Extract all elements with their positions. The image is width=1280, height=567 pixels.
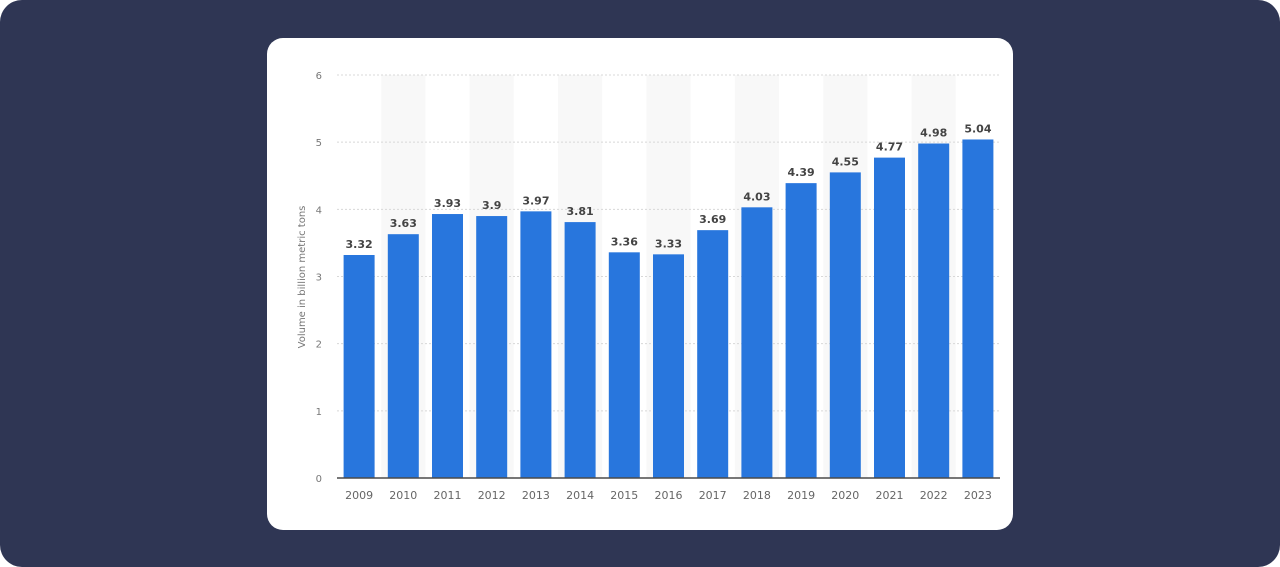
data-label: 3.97 (522, 194, 549, 207)
x-tick-label: 2021 (876, 489, 904, 502)
bar (874, 157, 905, 479)
bar (432, 214, 463, 478)
data-label: 4.98 (920, 127, 947, 140)
y-tick-label: 3 (316, 273, 322, 284)
y-tick-label: 6 (316, 71, 322, 82)
data-label: 3.63 (390, 217, 417, 230)
x-tick-label: 2022 (920, 489, 948, 502)
bar (741, 207, 773, 478)
data-label: 3.69 (699, 213, 726, 226)
data-label: 3.32 (346, 238, 373, 251)
x-tick-label: 2014 (566, 489, 594, 502)
data-label: 3.36 (611, 235, 638, 248)
x-tick-label: 2023 (964, 489, 992, 502)
bar (564, 222, 596, 478)
bar (785, 183, 817, 478)
bar (697, 230, 729, 478)
x-tick-label: 2012 (478, 489, 506, 502)
data-label: 4.03 (743, 190, 770, 203)
bar (608, 252, 640, 478)
x-tick-label: 2020 (831, 489, 859, 502)
bar (387, 234, 419, 478)
y-tick-label: 5 (316, 138, 322, 149)
data-label: 4.77 (876, 141, 903, 154)
data-label: 3.93 (434, 197, 461, 210)
x-tick-label: 2016 (655, 489, 683, 502)
data-label: 4.55 (832, 155, 859, 168)
data-label: 3.9 (482, 199, 502, 212)
x-tick-label: 2018 (743, 489, 771, 502)
y-tick-label: 4 (316, 205, 322, 216)
x-tick-label: 2019 (787, 489, 815, 502)
x-tick-label: 2017 (699, 489, 727, 502)
data-label: 3.33 (655, 237, 682, 250)
data-label: 4.39 (788, 166, 815, 179)
data-label: 3.81 (567, 205, 594, 218)
x-tick-label: 2013 (522, 489, 550, 502)
bar (653, 254, 684, 478)
data-label: 5.04 (964, 122, 991, 135)
y-axis-label: Volume in billion metric tons (297, 206, 308, 349)
bar (829, 172, 861, 478)
x-tick-label: 2015 (610, 489, 638, 502)
bar (962, 139, 994, 479)
bar (918, 143, 950, 478)
bar (520, 211, 552, 478)
x-tick-label: 2011 (434, 489, 462, 502)
bar (343, 255, 375, 478)
y-tick-label: 2 (316, 340, 322, 351)
x-tick-label: 2009 (345, 489, 373, 502)
x-tick-label: 2010 (389, 489, 417, 502)
bar (476, 216, 508, 479)
y-tick-label: 1 (316, 407, 322, 418)
y-tick-label: 0 (316, 474, 322, 485)
